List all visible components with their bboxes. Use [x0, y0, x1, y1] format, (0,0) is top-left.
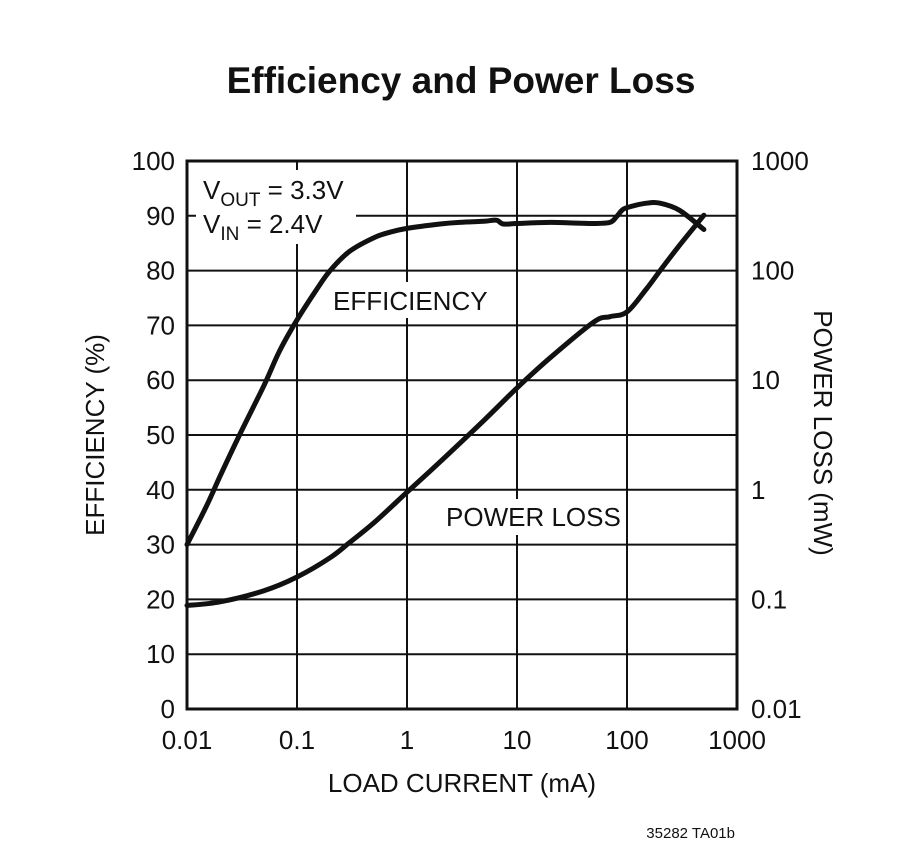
x-tick-label: 0.1: [279, 725, 315, 755]
series: [184, 199, 707, 608]
y-tick-label: 50: [146, 420, 175, 450]
power-loss-curve: [184, 212, 707, 608]
power-loss-annotation: POWER LOSS: [446, 502, 621, 532]
y-tick-label: 80: [146, 256, 175, 286]
y-tick-label: 40: [146, 475, 175, 505]
y2-tick-label: 1: [751, 475, 765, 505]
x-tick-label: 1000: [708, 725, 766, 755]
y-tick-label: 10: [146, 639, 175, 669]
chart-title: Efficiency and Power Loss: [227, 60, 696, 101]
y2-tick-label: 100: [751, 256, 794, 286]
tick-labels: 0.01 0.1 1 10 100 100001020304050607080901000…: [132, 146, 809, 755]
vout-condition: VOUT = 3.3V: [203, 175, 344, 211]
y-tick-label: 0: [161, 694, 175, 724]
y-tick-label: 70: [146, 310, 175, 340]
y-tick-label: 100: [132, 146, 175, 176]
figure-id: 35282 TA01b: [646, 825, 735, 842]
y-tick-label: 30: [146, 530, 175, 560]
efficiency-annotation: EFFICIENCY: [333, 286, 488, 316]
plot-frame: [185, 159, 739, 711]
y2-tick-label: 0.1: [751, 584, 787, 614]
x-tick-label: 10: [503, 725, 532, 755]
x-tick-label: 0.01: [162, 725, 213, 755]
x-tick-label: 100: [605, 725, 648, 755]
conditions-backdrop: [196, 170, 356, 244]
y2-tick-label: 1000: [751, 146, 809, 176]
y-axis-label: EFFICIENCY (%): [80, 334, 110, 536]
y2-tick-label: 10: [751, 365, 780, 395]
efficiency-curve: [184, 199, 707, 548]
y-tick-label: 60: [146, 365, 175, 395]
power-loss-annotation-backdrop: [440, 499, 616, 535]
y-tick-label: 90: [146, 201, 175, 231]
vin-condition: VIN = 2.4V: [203, 209, 323, 245]
y2-tick-label: 0.01: [751, 694, 802, 724]
grid: [187, 161, 737, 709]
y2-axis-label: POWER LOSS (mW): [808, 310, 838, 556]
x-axis-label: LOAD CURRENT (mA): [328, 768, 596, 798]
efficiency-annotation-backdrop: [327, 282, 477, 318]
x-tick-label: 1: [400, 725, 414, 755]
y-tick-label: 20: [146, 584, 175, 614]
